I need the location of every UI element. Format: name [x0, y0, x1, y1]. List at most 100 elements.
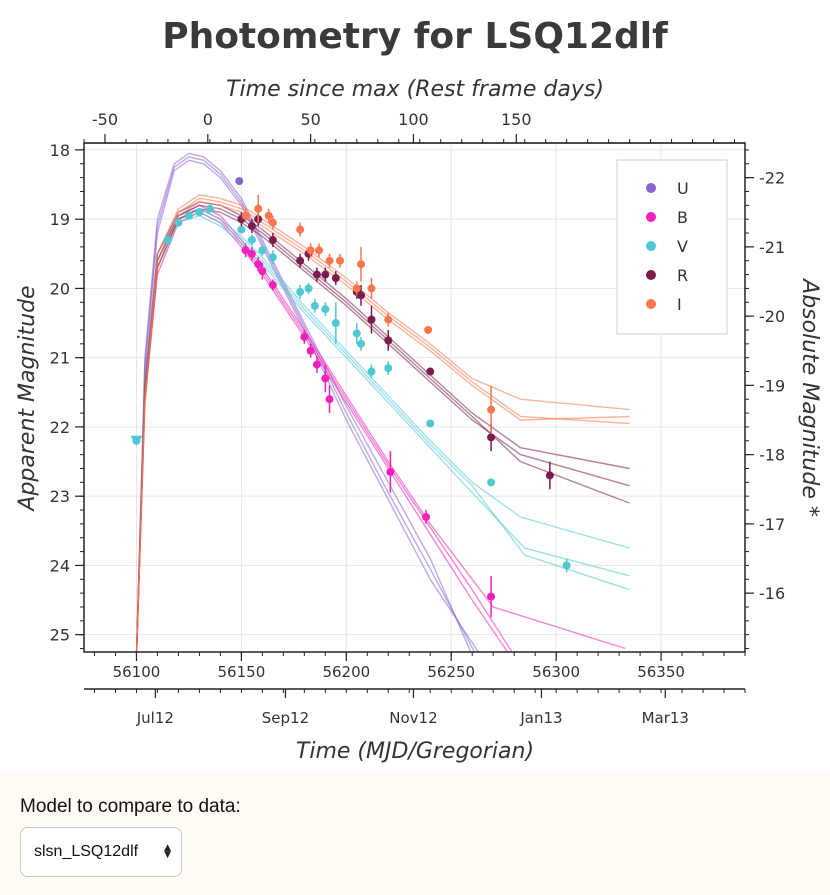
chart-title: Photometry for LSQ12dlf: [162, 16, 668, 57]
model-select-value: slsn_LSQ12dlf: [34, 843, 139, 860]
data-point-V[interactable]: [296, 287, 305, 296]
data-point-I[interactable]: [315, 246, 324, 255]
data-point-I[interactable]: [296, 225, 305, 234]
x2-tick-label: 0: [203, 110, 213, 129]
model-curve-B: [135, 211, 509, 652]
date-tick-label: Jan13: [519, 709, 562, 727]
data-point-B[interactable]: [247, 249, 256, 258]
x2-tick-label: -50: [92, 110, 118, 129]
y2-tick-label: -16: [759, 584, 785, 603]
model-curve-V: [135, 211, 630, 652]
data-point-I[interactable]: [487, 405, 496, 414]
data-point-V[interactable]: [195, 208, 204, 217]
data-point-I[interactable]: [424, 325, 433, 334]
data-point-V[interactable]: [356, 339, 365, 348]
data-point-V[interactable]: [174, 218, 183, 227]
data-point-I[interactable]: [352, 284, 361, 293]
data-point-V[interactable]: [205, 204, 214, 213]
legend-label-U: U: [677, 179, 689, 198]
y-tick-label: 25: [50, 626, 70, 645]
data-point-B[interactable]: [268, 280, 277, 289]
data-point-B[interactable]: [300, 332, 309, 341]
data-point-V[interactable]: [304, 284, 313, 293]
data-point-R[interactable]: [247, 222, 256, 231]
model-curve-U: [135, 159, 480, 652]
top-axis-label: Time since max (Rest frame days): [226, 77, 604, 102]
data-points: [130, 177, 571, 618]
data-point-R[interactable]: [268, 235, 277, 244]
date-tick-label: Mar13: [642, 709, 689, 727]
data-point-R[interactable]: [426, 367, 435, 376]
data-point-V[interactable]: [163, 235, 172, 244]
legend-marker-R: [646, 270, 656, 280]
y-tick-label: 24: [50, 556, 70, 575]
data-point-B[interactable]: [306, 346, 315, 355]
data-point-V[interactable]: [426, 419, 435, 428]
legend-label-V: V: [677, 237, 688, 256]
data-point-V[interactable]: [384, 364, 393, 373]
select-arrows-icon: ▲ ▼: [164, 843, 171, 860]
data-point-B[interactable]: [325, 395, 334, 404]
data-point-V[interactable]: [268, 253, 277, 262]
data-point-I[interactable]: [264, 211, 273, 220]
data-point-R[interactable]: [331, 274, 340, 283]
model-curve-V: [135, 214, 630, 652]
data-point-R[interactable]: [545, 471, 554, 480]
data-point-B[interactable]: [386, 467, 395, 476]
model-select[interactable]: slsn_LSQ12dlf ▲ ▼: [20, 827, 182, 877]
data-point-R[interactable]: [321, 270, 330, 279]
data-point-V[interactable]: [237, 225, 246, 234]
data-point-B[interactable]: [312, 360, 321, 369]
y2-tick-label: -20: [759, 307, 785, 326]
data-point-V[interactable]: [367, 367, 376, 376]
data-point-B[interactable]: [422, 512, 431, 521]
data-point-V[interactable]: [258, 246, 267, 255]
x-tick-label: 56100: [113, 663, 161, 681]
data-point-V[interactable]: [321, 305, 330, 314]
upper-limit-marker-V[interactable]: [130, 435, 143, 446]
data-point-B[interactable]: [254, 260, 263, 269]
data-point-R[interactable]: [312, 270, 321, 279]
left-axis-label: Apparent Magnitude: [15, 285, 40, 512]
y2-tick-label: -21: [759, 238, 785, 257]
data-point-I[interactable]: [367, 284, 376, 293]
data-point-I[interactable]: [384, 315, 393, 324]
data-point-V[interactable]: [310, 301, 319, 310]
data-point-R[interactable]: [296, 256, 305, 265]
data-point-I[interactable]: [306, 246, 315, 255]
data-point-R[interactable]: [356, 291, 365, 300]
model-select-label: Model to compare to data:: [20, 796, 241, 817]
data-point-B[interactable]: [241, 246, 250, 255]
data-point-R[interactable]: [384, 336, 393, 345]
legend-marker-I: [646, 299, 656, 309]
data-point-I[interactable]: [268, 218, 277, 227]
data-point-U[interactable]: [235, 177, 244, 186]
data-point-V[interactable]: [487, 478, 496, 487]
data-point-I[interactable]: [325, 256, 334, 265]
data-point-V[interactable]: [352, 329, 361, 338]
data-point-B[interactable]: [487, 592, 496, 601]
data-point-V[interactable]: [331, 319, 340, 328]
data-point-R[interactable]: [487, 433, 496, 442]
data-point-B[interactable]: [321, 374, 330, 383]
data-point-R[interactable]: [367, 315, 376, 324]
data-point-B[interactable]: [258, 267, 267, 276]
model-curve-I: [135, 194, 630, 652]
data-point-I[interactable]: [254, 204, 263, 213]
x2-tick-label: 100: [398, 110, 429, 129]
model-curve-R: [135, 204, 630, 652]
data-point-I[interactable]: [241, 211, 250, 220]
y-tick-label: 21: [50, 349, 70, 368]
data-point-I[interactable]: [356, 260, 365, 269]
x-tick-label: 56150: [218, 663, 266, 681]
data-point-V[interactable]: [184, 211, 193, 220]
data-point-V[interactable]: [247, 235, 256, 244]
model-curve-B: [135, 204, 626, 652]
model-curve-U: [135, 156, 476, 652]
legend-label-I: I: [677, 295, 682, 314]
data-point-I[interactable]: [336, 256, 345, 265]
legend-marker-V: [646, 241, 656, 251]
data-point-V[interactable]: [562, 561, 571, 570]
legend-label-B: B: [677, 208, 688, 227]
